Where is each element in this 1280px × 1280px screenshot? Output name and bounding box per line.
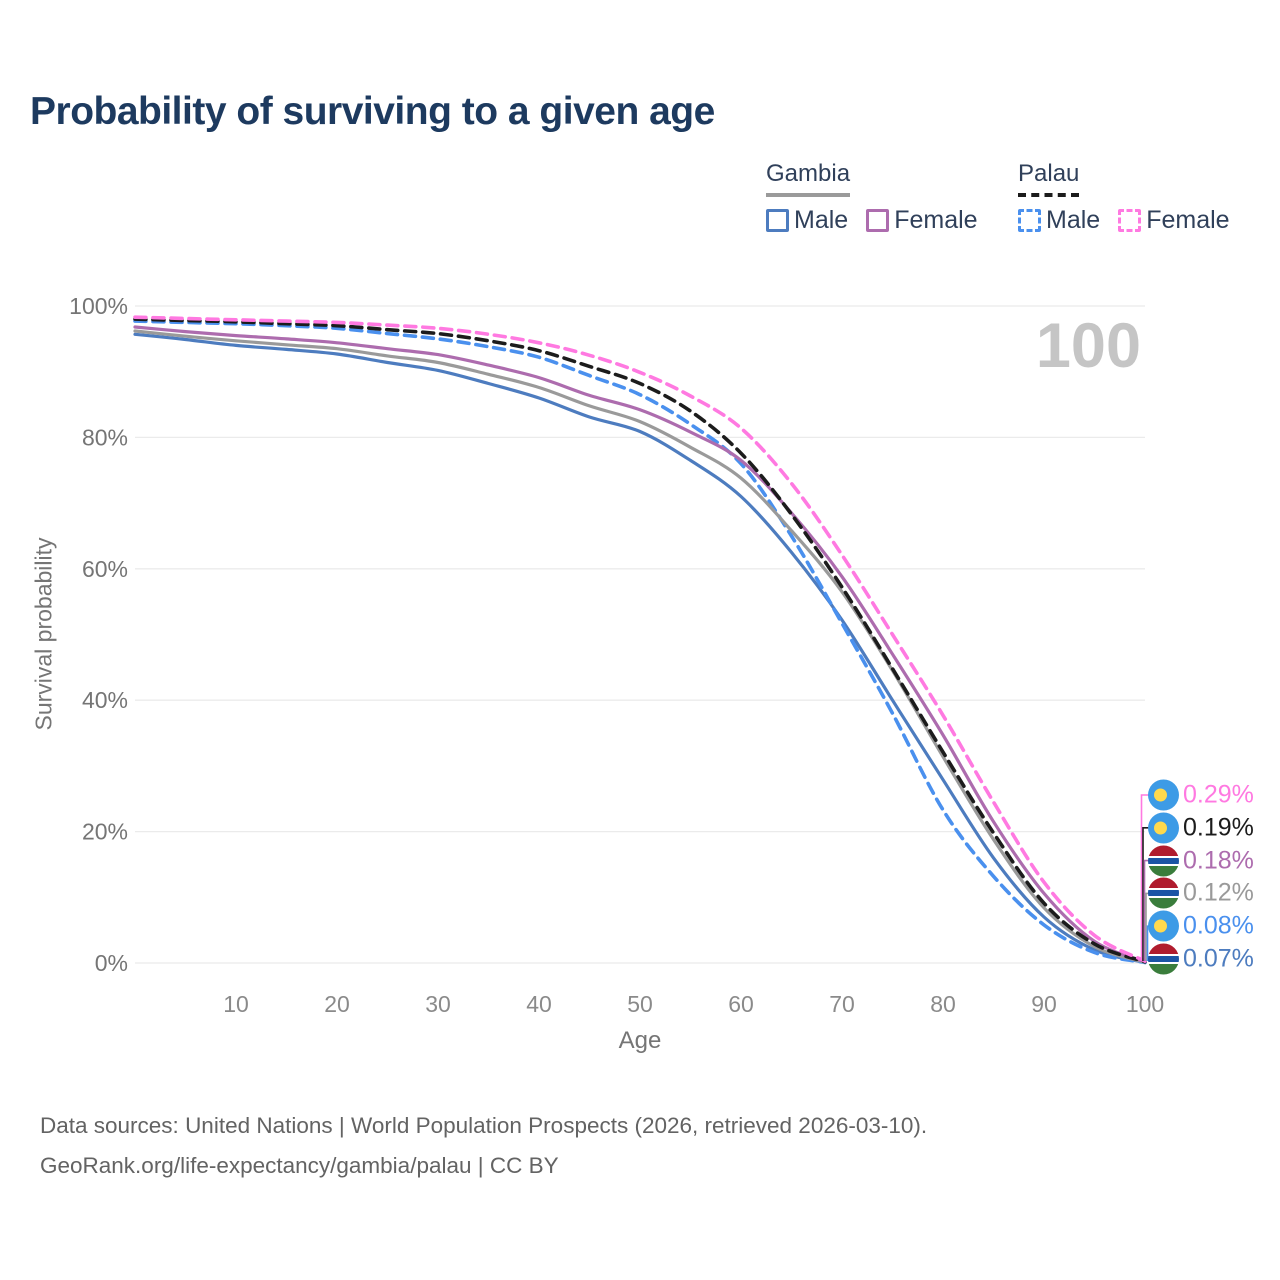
x-tick-label: 50	[627, 991, 653, 1017]
x-tick-label: 60	[728, 991, 754, 1017]
footer-link[interactable]: GeoRank.org/life-expectancy/gambia/palau…	[40, 1153, 559, 1178]
x-tick-label: 10	[223, 991, 249, 1017]
x-tick-label: 90	[1031, 991, 1057, 1017]
y-tick-label: 80%	[82, 424, 128, 450]
legend-item-label: Female	[1146, 206, 1230, 234]
page-title: Probability of surviving to a given age	[30, 90, 715, 133]
end-value: 0.29%	[1183, 780, 1254, 809]
palau-flag-icon	[1148, 812, 1179, 844]
end-label-palau-female: 0.29%	[1148, 779, 1254, 811]
x-tick-label: 70	[829, 991, 855, 1017]
gambia-female-swatch-icon	[866, 209, 890, 232]
x-tick-label: 80	[930, 991, 956, 1017]
y-tick-label: 100%	[69, 293, 128, 319]
y-tick-label: 40%	[82, 687, 128, 713]
x-tick-label: 40	[526, 991, 552, 1017]
x-axis-title: Age	[619, 1027, 662, 1054]
legend-country-palau[interactable]: Palau	[1018, 160, 1080, 197]
x-axis-tick-labels: 10 20 30 40 50 60 70 80 90 100	[223, 991, 1164, 1017]
legend-country-gambia[interactable]: Gambia	[766, 160, 851, 197]
curve-palau-female[interactable]	[133, 315, 1147, 963]
palau-male-swatch-icon	[1018, 209, 1041, 232]
end-label-palau-male: 0.08%	[1148, 910, 1254, 942]
end-value: 0.08%	[1183, 911, 1254, 940]
hover-age-indicator: 100	[1036, 311, 1141, 381]
palau-flag-icon	[1148, 910, 1179, 942]
gambia-flag-icon	[1148, 877, 1179, 909]
y-tick-label: 20%	[82, 819, 128, 845]
legend-group-gambia: Gambia Male Female	[766, 160, 978, 235]
legend-item-gambia-female[interactable]: Female	[866, 206, 978, 235]
x-tick-label: 100	[1126, 991, 1164, 1017]
footer: Data sources: United Nations | World Pop…	[40, 1106, 927, 1186]
gridlines	[135, 305, 1145, 964]
legend-item-label: Female	[894, 206, 978, 234]
end-label-palau: 0.19%	[1148, 812, 1254, 844]
end-value: 0.12%	[1183, 878, 1254, 907]
end-value: 0.07%	[1183, 944, 1254, 973]
gambia-male-swatch-icon	[766, 209, 789, 232]
curve-gambia-female[interactable]	[133, 325, 1147, 964]
legend-item-palau-female[interactable]: Female	[1118, 206, 1230, 235]
y-tick-label: 60%	[82, 556, 128, 582]
legend-item-label: Male	[794, 206, 849, 234]
y-tick-label: 0%	[95, 950, 128, 976]
palau-female-swatch-icon	[1118, 209, 1142, 232]
x-tick-label: 20	[324, 991, 350, 1017]
end-label-gambia: 0.12%	[1148, 877, 1254, 909]
curve-palau[interactable]	[133, 317, 1147, 964]
curve-gambia-male[interactable]	[133, 332, 1147, 965]
curve-gambia[interactable]	[133, 329, 1147, 964]
footer-datasource: Data sources: United Nations | World Pop…	[40, 1113, 928, 1138]
end-label-gambia-male: 0.07%	[1148, 943, 1254, 975]
curve-palau-male[interactable]	[133, 319, 1147, 965]
x-tick-label: 30	[425, 991, 451, 1017]
legend-item-palau-male[interactable]: Male	[1018, 206, 1100, 235]
end-value: 0.19%	[1183, 813, 1254, 842]
y-axis-tick-labels: 0% 20% 40% 60% 80% 100%	[69, 293, 128, 976]
legend-group-palau: Palau Male Female	[1018, 160, 1230, 235]
palau-flag-icon	[1148, 779, 1179, 811]
end-value: 0.18%	[1183, 846, 1254, 875]
y-axis-title: Survival probability	[30, 537, 57, 731]
gambia-flag-icon	[1148, 845, 1179, 877]
end-label-gambia-female: 0.18%	[1148, 845, 1254, 877]
legend-item-label: Male	[1046, 206, 1101, 234]
gambia-flag-icon	[1148, 943, 1179, 975]
legend-item-gambia-male[interactable]: Male	[766, 206, 848, 235]
